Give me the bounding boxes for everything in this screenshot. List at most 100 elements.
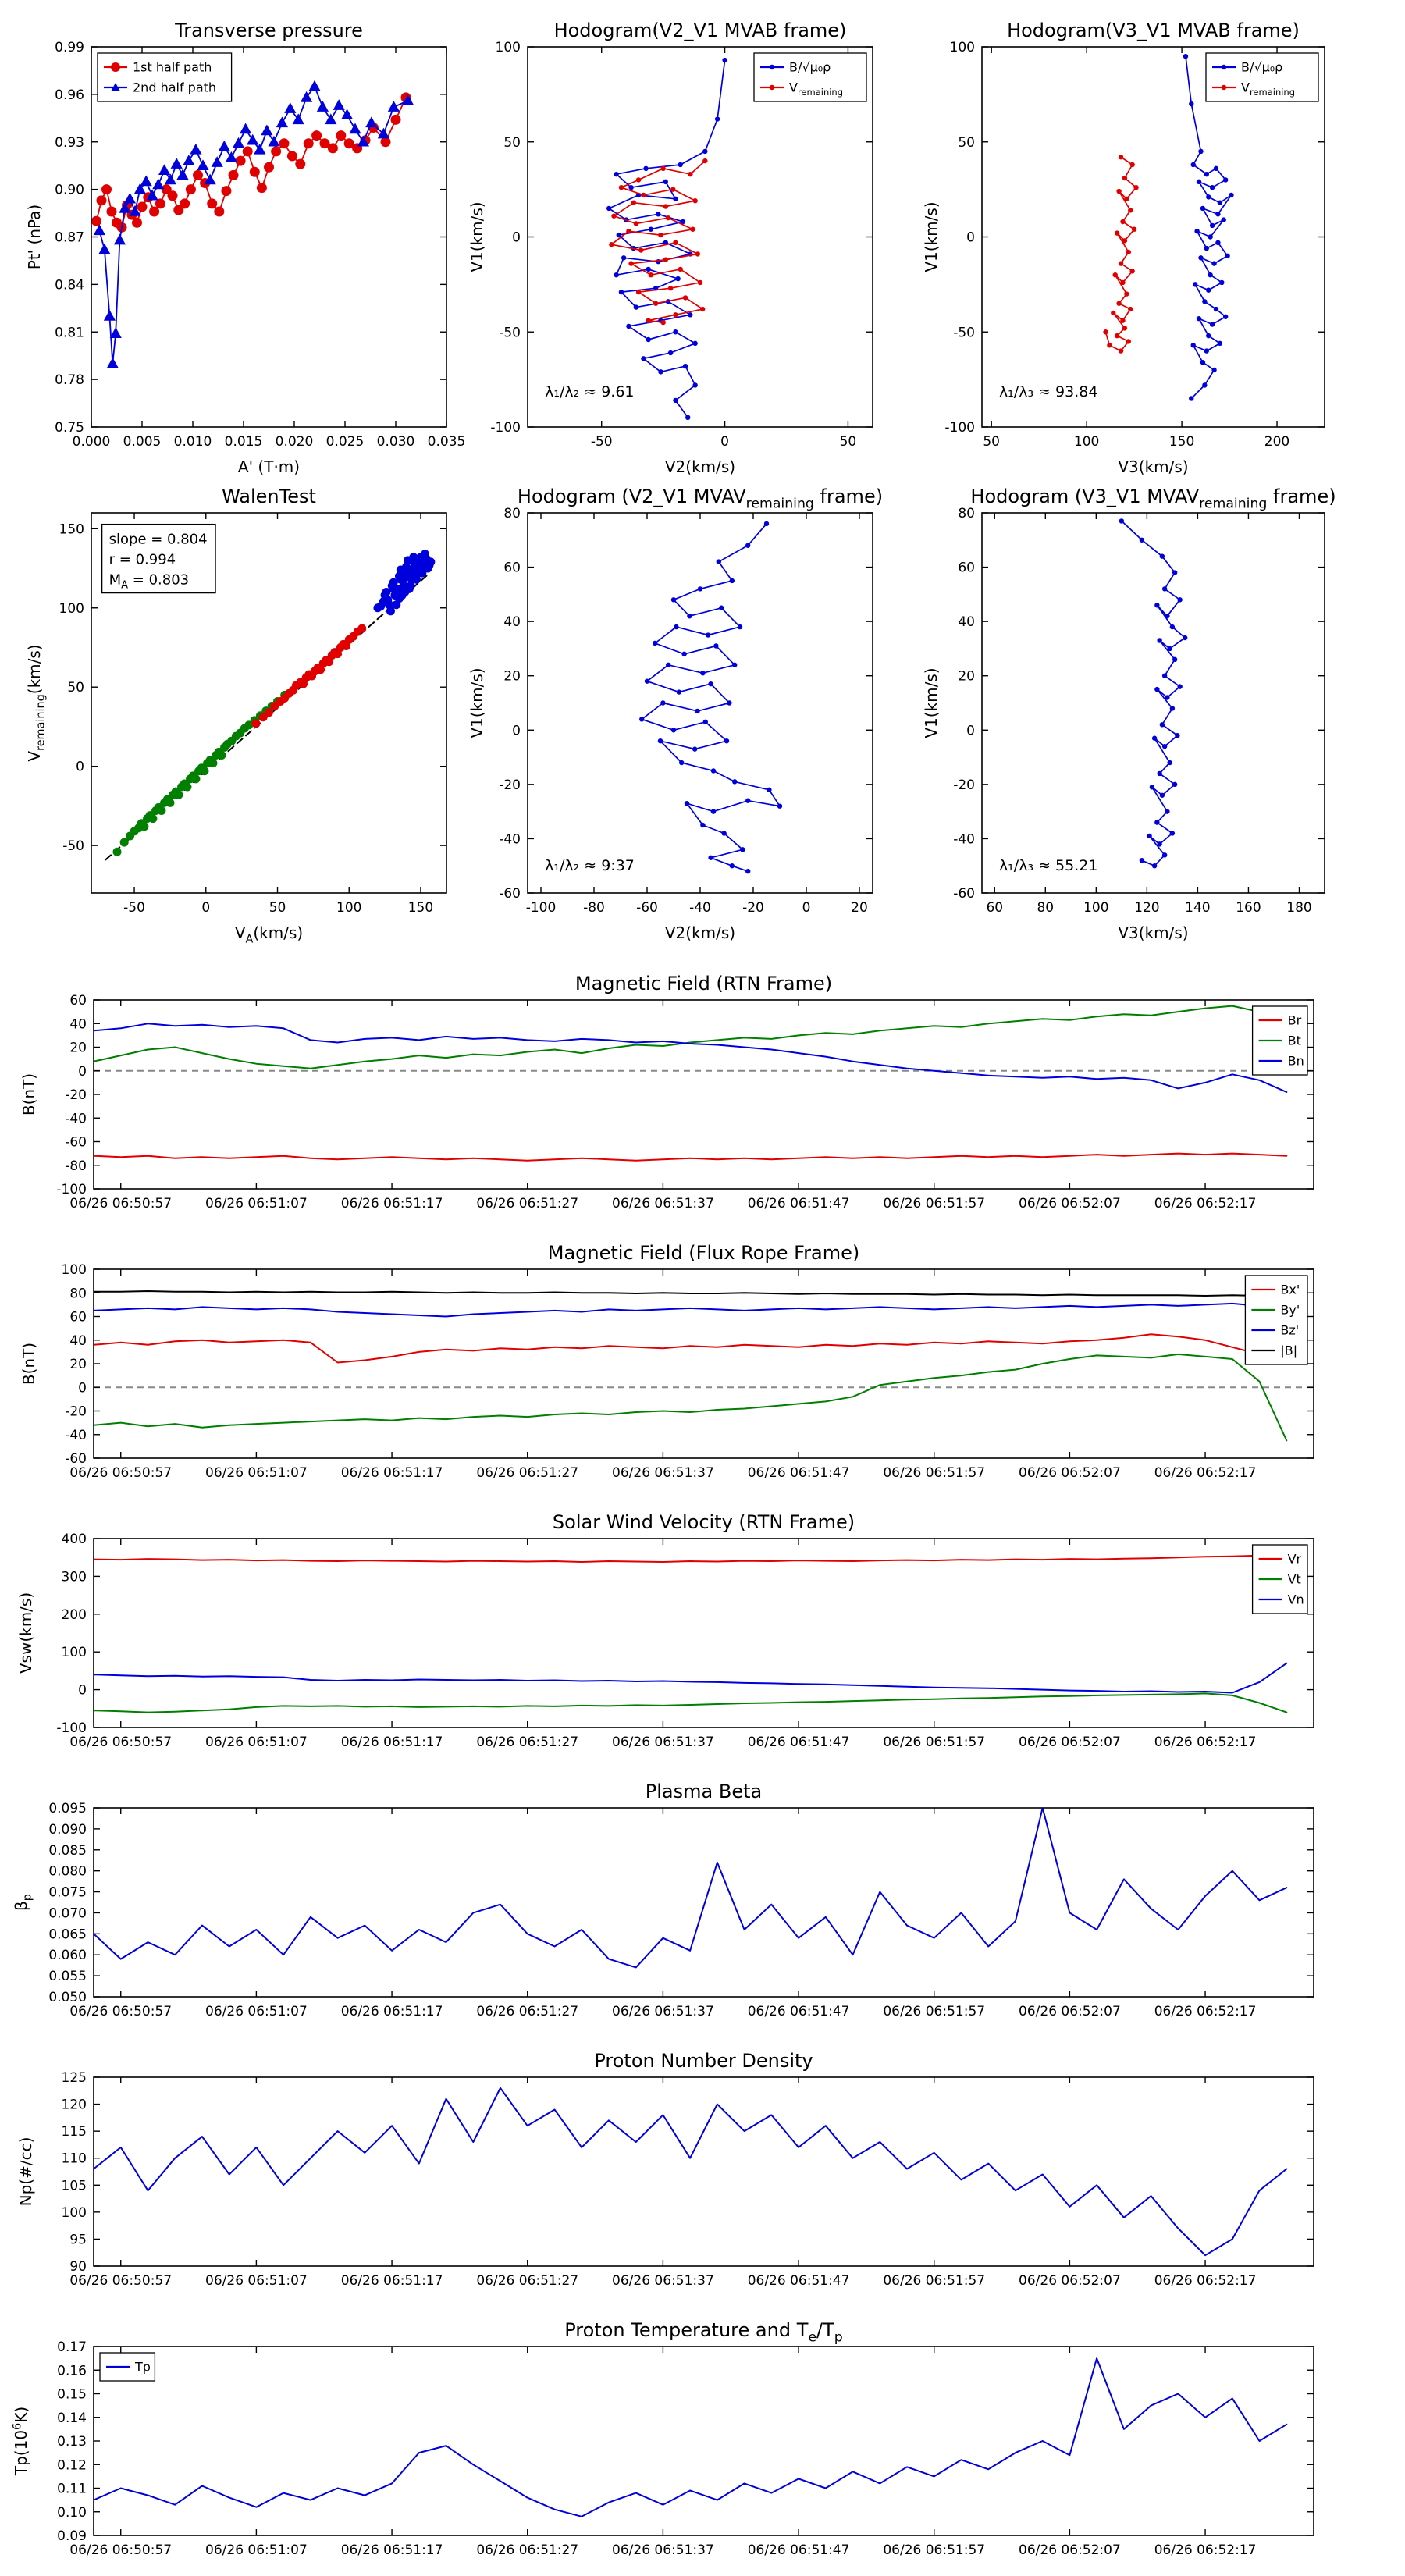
ticks: -50 0 50 -100 -50 0 50 100 [490, 40, 873, 450]
x-tick-label: 06/26 06:51:57 [883, 2273, 985, 2289]
axes-background [94, 1269, 1314, 1458]
x-tick-label: 0.020 [276, 434, 314, 450]
y-tick-label: -100 [56, 1182, 87, 1197]
y-tick-label: 60 [958, 560, 975, 576]
axes-border [93, 2076, 1314, 2267]
series-2 [251, 624, 367, 728]
ticks: 06/26 06:50:57 06/26 06:51:07 06/26 06:51:… [56, 993, 1314, 1212]
series-Bx' [94, 1333, 1288, 1364]
y-tick-label: 0.080 [48, 1864, 87, 1880]
x-tick-label: 100 [1074, 434, 1099, 450]
x-tick-label: 06/26 06:51:37 [612, 2542, 714, 2558]
x-tick-label: 180 [1286, 900, 1311, 916]
x-tick-label: 06/26 06:51:07 [205, 1465, 308, 1481]
series-layer [639, 521, 783, 874]
x-tick-label: 06/26 06:51:47 [748, 2273, 850, 2289]
annotation: λ₁/λ₂ ≈ 9.61 [545, 383, 634, 400]
axes-border [93, 1807, 1314, 1998]
x-tick-label: 0.005 [123, 434, 162, 450]
x-tick-label: 60 [986, 900, 1003, 916]
y-axis-label: V1(km/s) [468, 667, 486, 738]
y-axis-label: B(nT) [20, 1073, 38, 1115]
legend-label: Bn [1288, 1054, 1304, 1069]
y-tick-label: 0.11 [57, 2482, 87, 2497]
x-tick-label: 06/26 06:51:37 [612, 1735, 714, 1750]
y-tick-label: 0.96 [55, 87, 84, 103]
series-B/√μ₀ρ [1183, 53, 1234, 401]
y-tick-label: 400 [62, 1532, 87, 1547]
y-tick-label: -40 [65, 1428, 87, 1443]
legend: Bx' By' Bz' |B| [1244, 1275, 1308, 1365]
chart-title: Magnetic Field (RTN Frame) [575, 973, 832, 994]
legend: 1st half path 2nd half path [97, 52, 233, 102]
axes-background [528, 513, 873, 893]
series-By' [94, 1353, 1288, 1442]
series-layer [94, 2357, 1288, 2517]
x-tick-label: 06/26 06:52:17 [1154, 2542, 1257, 2558]
y-axis-label: V1(km/s) [468, 201, 486, 272]
ticks: 60 80 100 120 140 160 180 -60 -40 -20 0 20 40 60 80 [953, 506, 1325, 916]
y-axis-label: Pt' (nPa) [25, 205, 44, 269]
legend: Vr Vt Vn [1251, 1544, 1308, 1614]
legend-label: Vn [1288, 1592, 1304, 1607]
legend-label: Vt [1288, 1572, 1301, 1587]
x-tick-label: 06/26 06:51:47 [748, 2004, 850, 2019]
x-tick-label: 0 [802, 900, 811, 916]
y-axis-label: Vremaining(km/s) [25, 644, 48, 761]
ticks: -100 -80 -60 -40 -20 0 20 -60 -40 -20 0 20 40 60 80 [499, 506, 873, 916]
y-tick-label: -20 [499, 777, 521, 793]
x-tick-label: -20 [742, 900, 764, 916]
x-tick-label: -100 [526, 900, 557, 916]
y-axis-label: Np(#/cc) [16, 2137, 35, 2207]
annotation: λ₁/λ₃ ≈ 93.84 [999, 383, 1098, 400]
y-tick-label: 0.78 [55, 372, 84, 388]
legend-label: |B| [1280, 1343, 1297, 1358]
y-tick-label: 0.085 [48, 1843, 87, 1859]
x-tick-label: 06/26 06:51:47 [748, 1196, 850, 1212]
series-layer [94, 1808, 1288, 1969]
x-tick-label: 06/26 06:52:07 [1019, 2273, 1121, 2289]
legend: Br Bt Bn [1251, 1005, 1308, 1076]
x-tick-label: 100 [1083, 900, 1108, 916]
x-tick-label: 06/26 06:50:57 [69, 2273, 172, 2289]
y-tick-label: 0.09 [57, 2528, 87, 2544]
x-tick-label: 06/26 06:50:57 [69, 2542, 172, 2558]
axes-border [91, 512, 447, 894]
legend-label: Br [1288, 1013, 1302, 1028]
y-tick-label: 50 [67, 680, 84, 696]
chart-walen-test: -50 0 50 100 150 -50 0 50 100 150 WalenTest VA(km/s… [25, 486, 447, 946]
x-tick-label: 150 [1169, 434, 1194, 450]
legend-label: 1st half path [133, 60, 212, 75]
x-tick-label: 06/26 06:52:07 [1019, 1735, 1121, 1750]
x-tick-label: 0.030 [377, 434, 415, 450]
series-0 [1119, 518, 1188, 869]
y-tick-label: 0.070 [48, 1905, 87, 1921]
y-tick-label: 20 [503, 669, 521, 685]
ticks: 06/26 06:50:57 06/26 06:51:07 06/26 06:51:… [57, 2339, 1314, 2558]
axes-background [94, 1539, 1314, 1727]
x-tick-label: 50 [983, 434, 1000, 450]
y-tick-label: 0 [76, 760, 84, 775]
x-tick-label: 06/26 06:51:47 [748, 2542, 850, 2558]
y-tick-label: 0.075 [48, 1885, 87, 1901]
series-0 [639, 521, 783, 874]
x-tick-label: 06/26 06:51:37 [612, 2004, 714, 2019]
x-tick-label: 06/26 06:52:17 [1154, 1735, 1257, 1750]
y-tick-label: 80 [503, 506, 521, 521]
y-tick-label: 0.93 [55, 135, 84, 151]
x-tick-label: -50 [591, 434, 613, 450]
x-tick-label: 150 [408, 900, 433, 916]
x-tick-label: 06/26 06:51:57 [883, 1735, 985, 1750]
x-tick-label: 20 [851, 900, 868, 916]
x-tick-label: -60 [636, 900, 658, 916]
chart-hodogram-v2v1-mvav: -100 -80 -60 -40 -20 0 20 -60 -40 -20 0 20 40 60 80Hod… [468, 486, 883, 942]
y-tick-label: -100 [490, 420, 521, 436]
axes-border [981, 512, 1325, 894]
legend-label: B/√μ₀ρ [789, 60, 831, 75]
y-axis-label: B(nT) [20, 1343, 38, 1385]
y-tick-label: 0.75 [55, 420, 84, 436]
x-tick-label: 06/26 06:50:57 [69, 1196, 172, 1212]
series-3 [373, 550, 436, 616]
y-tick-label: -60 [953, 886, 975, 902]
